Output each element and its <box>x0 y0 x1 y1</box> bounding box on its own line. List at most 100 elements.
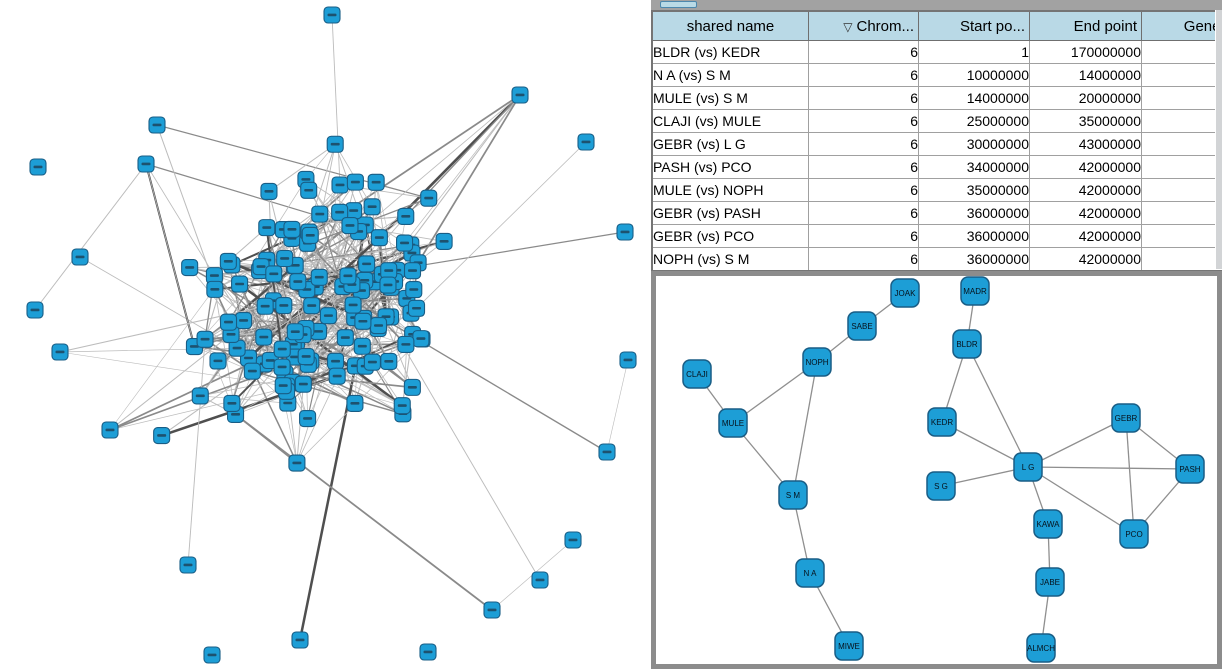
detail-network-canvas[interactable]: JOAK MADR SABE BLDR NOPH CLAJI KEDR GEBR MULE L G… <box>656 276 1217 664</box>
overview-node[interactable] <box>265 265 283 283</box>
overview-node[interactable] <box>319 307 337 325</box>
overview-node[interactable] <box>346 173 364 191</box>
overview-node[interactable] <box>346 394 364 412</box>
overview-node[interactable] <box>397 335 415 354</box>
detail-node-gebr[interactable]: GEBR <box>1111 403 1141 433</box>
overview-node[interactable] <box>301 226 319 244</box>
overview-node[interactable] <box>148 116 166 134</box>
overview-node[interactable] <box>299 409 317 428</box>
overview-node[interactable] <box>358 255 376 273</box>
table-row[interactable]: NOPH (vs) S M636000000420000009.9 <box>651 247 1222 272</box>
overview-node[interactable] <box>275 296 293 315</box>
overview-node[interactable] <box>367 173 385 191</box>
overview-node[interactable] <box>291 631 309 649</box>
detail-node-pco[interactable]: PCO <box>1119 519 1149 549</box>
table-row[interactable]: MULE (vs) S M614000000200000007.5 <box>651 86 1222 110</box>
table-scrollbar-thumb[interactable] <box>660 1 697 8</box>
table-row[interactable]: GEBR (vs) PASH636000000420000008.9 <box>651 201 1222 225</box>
table-row[interactable]: CLAJI (vs) MULE625000000350000005.9 <box>651 109 1222 133</box>
overview-node[interactable] <box>283 220 301 238</box>
overview-node[interactable] <box>511 86 529 104</box>
overview-node[interactable] <box>577 133 595 151</box>
overview-node[interactable] <box>396 234 414 252</box>
detail-node-joak[interactable]: JOAK <box>890 278 920 308</box>
overview-node[interactable] <box>26 301 44 319</box>
detail-node-jabe[interactable]: JABE <box>1035 567 1065 597</box>
overview-node[interactable] <box>300 181 318 199</box>
overview-node[interactable] <box>286 323 304 341</box>
overview-node[interactable] <box>412 330 430 348</box>
overview-node[interactable] <box>51 343 69 361</box>
overview-node[interactable] <box>403 262 422 280</box>
overview-node[interactable] <box>353 337 371 355</box>
overview-node[interactable] <box>344 296 362 314</box>
detail-node-n-a[interactable]: N A <box>795 558 825 588</box>
table-right-scrollbar[interactable] <box>1215 10 1222 269</box>
overview-node[interactable] <box>203 646 221 664</box>
overview-node[interactable] <box>243 362 261 380</box>
overview-node[interactable] <box>619 351 637 369</box>
overview-node[interactable] <box>326 352 345 370</box>
overview-node[interactable] <box>339 267 357 285</box>
overview-node[interactable] <box>294 375 312 393</box>
overview-node[interactable] <box>231 275 249 293</box>
overview-node[interactable] <box>191 387 209 405</box>
overview-node[interactable] <box>196 330 214 348</box>
table-row[interactable]: N A (vs) S M610000000140000006.6 <box>651 63 1222 87</box>
overview-node[interactable] <box>393 397 411 415</box>
column-header-start-po[interactable]: Start po... <box>918 10 1030 41</box>
overview-node[interactable] <box>206 280 224 298</box>
overview-node[interactable] <box>379 276 397 294</box>
overview-node[interactable] <box>328 367 346 385</box>
table-row[interactable]: MULE (vs) NOPH6350000004200000010.5 <box>651 178 1222 202</box>
overview-node[interactable] <box>101 421 119 439</box>
overview-node[interactable] <box>219 252 237 270</box>
overview-node[interactable] <box>397 207 415 225</box>
detail-node-kedr[interactable]: KEDR <box>927 407 957 437</box>
overview-node[interactable] <box>260 182 278 200</box>
overview-node[interactable] <box>598 443 616 461</box>
detail-node-bldr[interactable]: BLDR <box>952 329 982 359</box>
detail-node-pash[interactable]: PASH <box>1175 454 1205 484</box>
detail-node-miwe[interactable]: MIWE <box>834 631 864 661</box>
overview-node[interactable] <box>29 158 47 176</box>
overview-node[interactable] <box>326 135 344 153</box>
overview-node[interactable] <box>297 348 315 366</box>
column-header-chrom[interactable]: ▽ Chrom... <box>808 10 919 41</box>
detail-node-s-m[interactable]: S M <box>778 480 808 510</box>
detail-node-almch[interactable]: ALMCH <box>1026 633 1056 663</box>
filter-icon[interactable]: ▽ <box>843 19 853 34</box>
overview-node[interactable] <box>276 249 294 268</box>
overview-node[interactable] <box>303 297 321 315</box>
overview-node[interactable] <box>137 155 155 173</box>
overview-node[interactable] <box>310 268 328 286</box>
detail-node-s-g[interactable]: S G <box>926 471 956 501</box>
detail-node-noph[interactable]: NOPH <box>802 347 832 377</box>
overview-node[interactable] <box>616 223 634 241</box>
overview-node[interactable] <box>209 352 227 370</box>
overview-node[interactable] <box>288 454 306 472</box>
overview-node[interactable] <box>71 248 89 266</box>
overview-node[interactable] <box>531 571 549 589</box>
overview-node[interactable] <box>380 262 398 280</box>
overview-node[interactable] <box>407 299 426 317</box>
overview-node[interactable] <box>323 6 341 24</box>
overview-node[interactable] <box>331 203 349 221</box>
overview-node[interactable] <box>483 601 501 619</box>
detail-node-madr[interactable]: MADR <box>960 276 990 306</box>
overview-node[interactable] <box>380 352 398 370</box>
overview-node[interactable] <box>153 427 171 445</box>
overview-network-canvas[interactable] <box>0 0 648 669</box>
overview-node[interactable] <box>274 377 292 395</box>
overview-node[interactable] <box>435 232 453 250</box>
overview-node[interactable] <box>419 643 437 661</box>
overview-node[interactable] <box>363 353 381 371</box>
overview-node[interactable] <box>370 229 388 247</box>
overview-node[interactable] <box>354 312 372 330</box>
overview-node[interactable] <box>289 273 307 291</box>
detail-node-l-g[interactable]: L G <box>1013 452 1043 482</box>
column-header-shared-name[interactable]: shared name <box>651 10 809 41</box>
table-row[interactable]: BLDR (vs) KEDR61170000000192.0 <box>651 40 1222 64</box>
overview-node[interactable] <box>331 176 349 194</box>
overview-node[interactable] <box>369 317 388 335</box>
